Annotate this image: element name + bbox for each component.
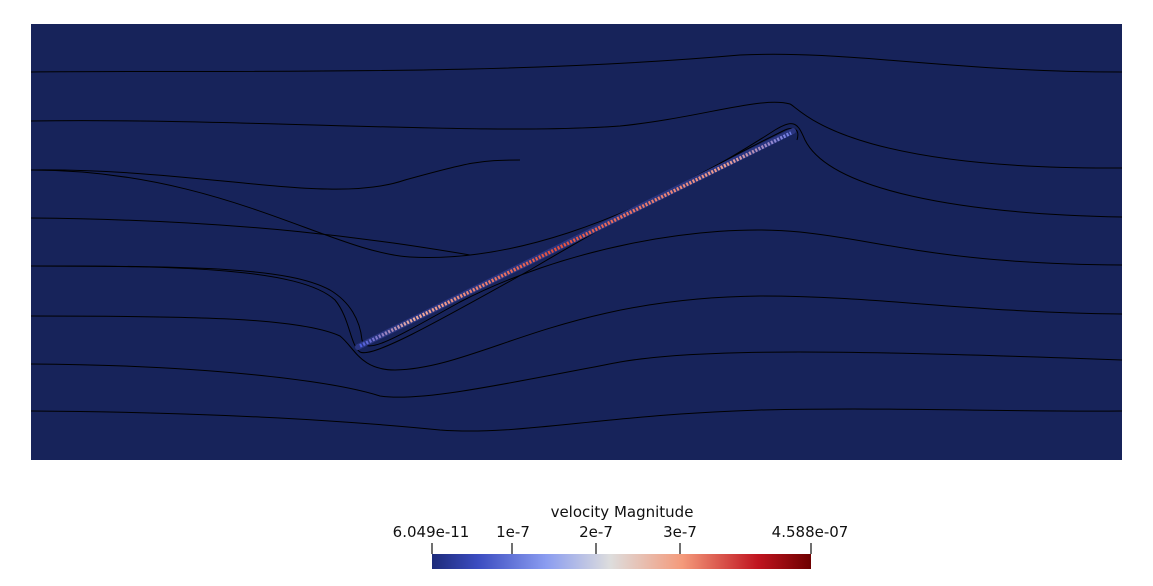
streamline	[30, 53, 1123, 73]
streamline	[30, 229, 1123, 347]
colorbar-tick-label: 3e-7	[663, 523, 697, 541]
flow-domain	[31, 24, 1122, 460]
colorbar-title: velocity Magnitude	[550, 503, 694, 521]
colorbar-max-label: 4.588e-07	[771, 523, 849, 541]
streamline	[30, 295, 1123, 371]
streamline	[30, 101, 1123, 169]
colorbar	[431, 543, 812, 569]
streamline	[30, 351, 1123, 398]
streamline	[30, 408, 1123, 432]
colorbar-tick-label: 1e-7	[496, 523, 530, 541]
streamline	[30, 127, 799, 354]
streamline	[30, 217, 471, 256]
colorbar-gradient	[432, 554, 811, 569]
streamline	[30, 159, 521, 190]
plate-velocity-band	[359, 131, 792, 348]
colorbar-tick-label: 2e-7	[579, 523, 613, 541]
colorbar-min-label: 6.049e-11	[392, 523, 470, 541]
inclined-plate	[355, 128, 796, 350]
